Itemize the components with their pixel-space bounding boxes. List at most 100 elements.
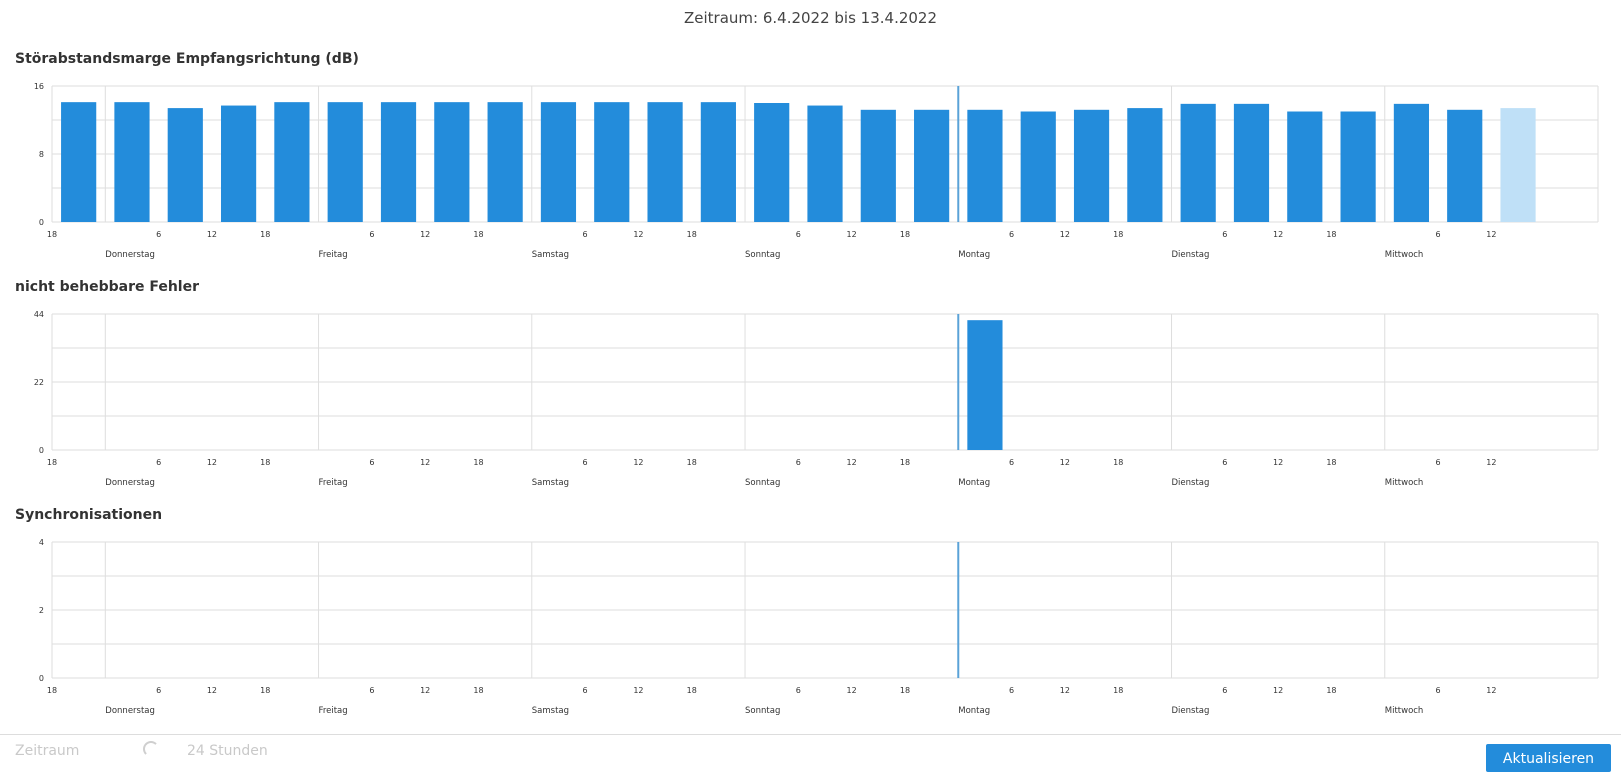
day-label: Sonntag xyxy=(745,706,780,716)
bar xyxy=(1020,111,1056,222)
day-label: Samstag xyxy=(532,478,569,488)
loading-spinner-icon xyxy=(143,741,159,757)
x-tick-label: 18 xyxy=(900,230,910,239)
y-tick-label: 0 xyxy=(39,446,44,455)
bar xyxy=(860,109,896,222)
x-tick-label: 18 xyxy=(260,686,270,695)
x-tick-label: 12 xyxy=(420,458,430,467)
bar xyxy=(700,102,736,222)
x-tick-label: 12 xyxy=(1273,458,1283,467)
x-tick-label: 12 xyxy=(1273,230,1283,239)
x-tick-label: 12 xyxy=(1060,458,1070,467)
bar xyxy=(967,320,1003,450)
x-tick-label: 18 xyxy=(1326,458,1336,467)
x-tick-label: 6 xyxy=(1222,230,1227,239)
x-tick-label: 12 xyxy=(207,230,217,239)
x-tick-label: 6 xyxy=(796,230,801,239)
x-tick-label: 18 xyxy=(1326,686,1336,695)
y-tick-label: 22 xyxy=(34,378,44,387)
x-tick-label: 18 xyxy=(473,458,483,467)
x-tick-label: 18 xyxy=(47,230,57,239)
x-tick-label: 12 xyxy=(1273,686,1283,695)
day-label: Montag xyxy=(958,478,990,488)
y-tick-label: 4 xyxy=(39,538,44,547)
x-tick-label: 12 xyxy=(847,230,857,239)
x-tick-label: 12 xyxy=(847,458,857,467)
bar xyxy=(1447,109,1483,222)
x-tick-label: 6 xyxy=(156,686,161,695)
day-label: Donnerstag xyxy=(105,478,155,488)
y-tick-label: 44 xyxy=(34,310,44,319)
day-label: Dienstag xyxy=(1172,706,1210,716)
x-tick-label: 12 xyxy=(1486,230,1496,239)
x-tick-label: 18 xyxy=(473,230,483,239)
period-select-value[interactable]: 24 Stunden xyxy=(187,743,268,759)
bar xyxy=(434,102,470,222)
bar xyxy=(274,102,310,222)
day-label: Samstag xyxy=(532,706,569,716)
x-tick-label: 6 xyxy=(369,230,374,239)
bar xyxy=(1127,108,1163,222)
x-tick-label: 12 xyxy=(207,686,217,695)
x-tick-label: 18 xyxy=(687,686,697,695)
day-label: Mittwoch xyxy=(1385,706,1424,716)
x-tick-label: 12 xyxy=(633,458,643,467)
x-tick-label: 12 xyxy=(847,686,857,695)
x-tick-label: 18 xyxy=(1113,458,1123,467)
x-tick-label: 6 xyxy=(1009,458,1014,467)
bar xyxy=(1287,111,1323,222)
day-label: Montag xyxy=(958,706,990,716)
x-tick-label: 18 xyxy=(260,230,270,239)
x-tick-label: 18 xyxy=(900,458,910,467)
bar xyxy=(1180,103,1216,222)
x-tick-label: 6 xyxy=(156,230,161,239)
bar xyxy=(807,105,843,222)
x-tick-label: 6 xyxy=(1009,686,1014,695)
x-tick-label: 12 xyxy=(633,686,643,695)
x-tick-label: 12 xyxy=(207,458,217,467)
day-label: Donnerstag xyxy=(105,706,155,716)
footer-bar: Zeitraum 24 Stunden Aktualisieren xyxy=(0,734,1621,772)
day-label: Sonntag xyxy=(745,250,780,260)
day-label: Freitag xyxy=(319,250,348,260)
x-tick-label: 12 xyxy=(1486,458,1496,467)
x-tick-label: 18 xyxy=(473,686,483,695)
bar xyxy=(1073,109,1110,222)
bar xyxy=(380,102,417,222)
bar xyxy=(327,102,363,222)
bar xyxy=(647,102,683,222)
x-tick-label: 6 xyxy=(796,458,801,467)
chart-title-snr: Störabstandsmarge Empfangsrichtung (dB) xyxy=(15,51,359,67)
x-tick-label: 12 xyxy=(633,230,643,239)
x-tick-label: 6 xyxy=(796,686,801,695)
refresh-button[interactable]: Aktualisieren xyxy=(1486,744,1611,772)
day-label: Samstag xyxy=(532,250,569,260)
bar xyxy=(114,102,150,222)
day-label: Freitag xyxy=(319,706,348,716)
chart-errors: 0 22 44 Donnerstag Freitag Samstag Sonntag Mont… xyxy=(34,310,1599,488)
x-tick-label: 12 xyxy=(420,686,430,695)
bar xyxy=(1393,103,1430,222)
bar xyxy=(540,102,577,222)
bar xyxy=(220,105,257,222)
x-tick-label: 18 xyxy=(1113,686,1123,695)
bar xyxy=(1233,103,1270,222)
day-label: Dienstag xyxy=(1172,478,1210,488)
x-tick-label: 18 xyxy=(47,686,57,695)
period-select-label[interactable]: Zeitraum xyxy=(15,743,80,759)
x-tick-label: 6 xyxy=(369,458,374,467)
x-tick-label: 6 xyxy=(1009,230,1014,239)
period-title: Zeitraum: 6.4.2022 bis 13.4.2022 xyxy=(683,9,938,27)
x-tick-label: 6 xyxy=(1222,686,1227,695)
day-label: Donnerstag xyxy=(105,250,155,260)
bar xyxy=(967,109,1003,222)
x-tick-label: 12 xyxy=(1060,686,1070,695)
y-tick-label: 16 xyxy=(34,82,44,91)
bar xyxy=(754,103,790,222)
bar xyxy=(914,109,950,222)
x-tick-label: 6 xyxy=(1436,686,1441,695)
chart-sync: 0 2 4 Donnerstag Freitag Samstag Sonntag Montag… xyxy=(39,538,1599,716)
x-tick-label: 18 xyxy=(687,230,697,239)
x-tick-label: 6 xyxy=(369,686,374,695)
x-tick-label: 6 xyxy=(1436,458,1441,467)
